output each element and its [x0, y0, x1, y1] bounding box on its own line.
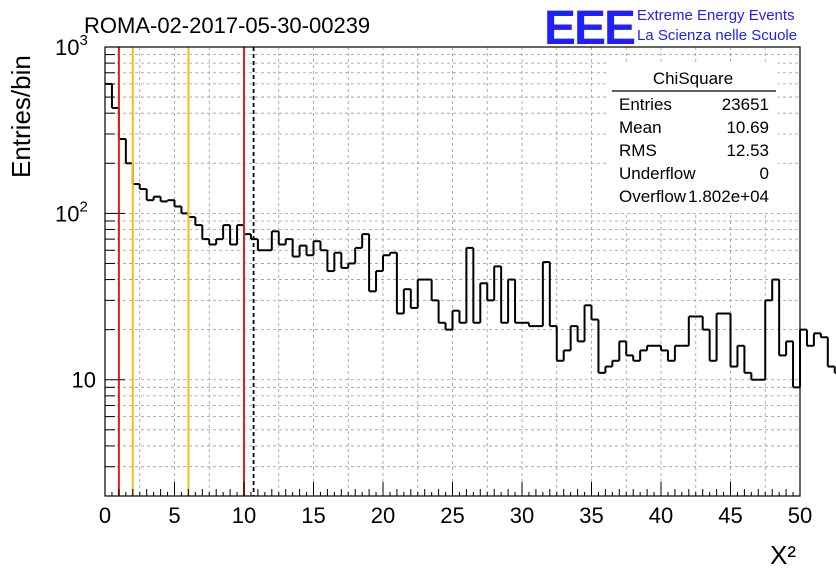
stats-rows: Entries 23651 Mean 10.69 RMS 12.53 Underflow 0 O…: [619, 95, 769, 206]
x-tick-label: 45: [718, 503, 742, 528]
x-tick-label: 40: [649, 503, 673, 528]
stats-row-value: 0: [760, 164, 769, 183]
x-tick-label: 10: [232, 503, 256, 528]
eee-logo-line1: Extreme Energy Events: [637, 7, 795, 24]
eee-logo-line2: La Scienza nelle Scuole: [637, 27, 797, 44]
histogram-bars: [105, 82, 836, 389]
stats-box: ChiSquare Entries 23651 Mean 10.69 RMS 12.53 U…: [608, 62, 778, 212]
chart-title: ROMA-02-2017-05-30-00239: [84, 13, 370, 38]
x-tick-label: 0: [99, 503, 111, 528]
x-tick-label: 25: [440, 503, 464, 528]
y-tick-label: 103: [55, 32, 88, 60]
stats-row-label: Mean: [619, 118, 662, 137]
stats-box-background: [608, 62, 778, 212]
x-axis: 0 5 10 15 20 25 30 35 40 45 50: [99, 482, 812, 528]
eee-logo-mark: EEE: [544, 2, 635, 55]
x-tick-label: 50: [788, 503, 812, 528]
reference-lines: [117, 47, 255, 496]
x-axis-title: X²: [770, 540, 796, 570]
y-axis-title: Entries/bin: [6, 55, 36, 178]
y-axis: 10 102 103: [55, 32, 125, 497]
x-tick-label: 35: [579, 503, 603, 528]
y-tick-label: 102: [55, 198, 88, 226]
stats-row-label: RMS: [619, 141, 657, 160]
y-tick-label: 10: [72, 368, 96, 393]
stats-row-value: 10.69: [726, 118, 769, 137]
stats-row-label: Entries: [619, 95, 672, 114]
stats-row-value: 1.802e+04: [688, 187, 769, 206]
stats-row-label: Underflow: [619, 164, 696, 183]
x-tick-label: 15: [301, 503, 325, 528]
stats-row-value: 12.53: [726, 141, 769, 160]
stats-box-title: ChiSquare: [653, 69, 733, 88]
eee-logo: EEE Extreme Energy Events La Scienza nel…: [544, 2, 797, 55]
x-tick-label: 30: [510, 503, 534, 528]
x-tick-label: 5: [168, 503, 180, 528]
x-tick-label: 20: [371, 503, 395, 528]
stats-row-value: 23651: [722, 95, 769, 114]
stats-row-label: Overflow: [619, 187, 687, 206]
